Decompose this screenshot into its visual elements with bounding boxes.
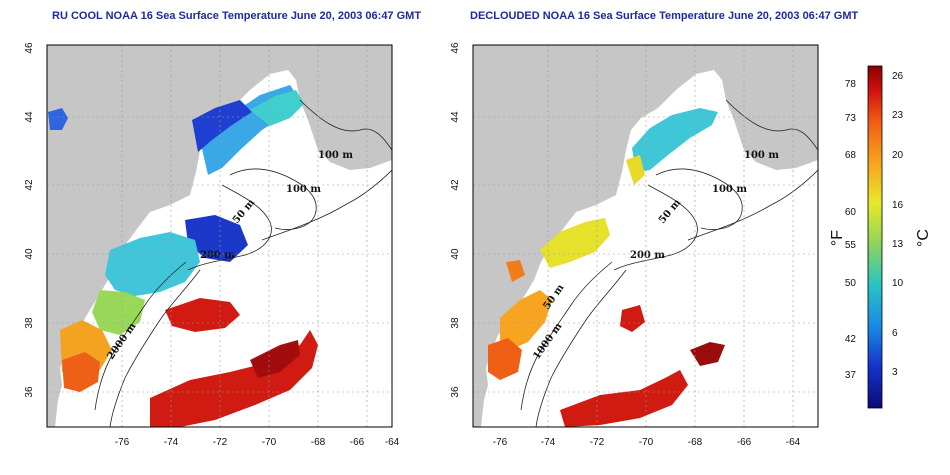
fahrenheit-tick: 55 xyxy=(845,240,857,251)
right-sst-hatteras-orange xyxy=(506,260,525,282)
right-lon-tick: -68 xyxy=(688,437,703,448)
fahrenheit-tick: 50 xyxy=(845,278,857,289)
left-contour-label-100m-b: 100 m xyxy=(286,184,321,195)
left-map-frame xyxy=(46,44,393,428)
celsius-tick: 10 xyxy=(892,278,904,289)
right-sst-gulfstream-core xyxy=(690,342,725,366)
fahrenheit-tick: 37 xyxy=(845,370,857,381)
left-lon-tick: -76 xyxy=(115,437,130,448)
left-sst-hatteras-warm xyxy=(62,352,100,392)
right-sst-hatteras xyxy=(488,338,522,380)
right-y-axis: 46 44 42 40 38 36 xyxy=(450,42,461,398)
right-map-panel: 100 m 100 m 50 m 200 m 50 m 1000 m -76 -… xyxy=(450,42,819,448)
left-lat-tick: 44 xyxy=(24,111,35,123)
fahrenheit-tick: 68 xyxy=(845,150,857,161)
left-y-axis: 46 44 42 40 38 36 xyxy=(24,42,35,398)
left-contour-label-200m: 200 m xyxy=(200,250,235,261)
left-sst-gulfstream-core xyxy=(250,340,300,378)
right-lon-tick: -70 xyxy=(639,437,654,448)
celsius-tick: 3 xyxy=(892,367,898,378)
right-lon-tick: -74 xyxy=(541,437,556,448)
left-sst-gom-cold xyxy=(192,100,252,152)
left-sst-shelf-green xyxy=(92,290,145,335)
fahrenheit-tick: 78 xyxy=(845,79,857,90)
right-contour-label-100m-a: 100 m xyxy=(744,150,779,161)
right-x-axis: -76 -74 -72 -70 -68 -66 -64 xyxy=(493,437,801,448)
celsius-tick: 6 xyxy=(892,328,898,339)
fahrenheit-ticks: 78 73 68 60 55 50 42 37 xyxy=(845,79,857,381)
left-map-panel: 100 m 100 m 50 m 200 m 2000 m -76 -74 -7… xyxy=(24,42,400,448)
right-lat-tick: 40 xyxy=(450,248,461,260)
left-sst-gulfstream-2 xyxy=(150,330,318,427)
celsius-tick: 20 xyxy=(892,150,904,161)
fahrenheit-unit-label: °F xyxy=(829,230,846,246)
left-lat-tick: 42 xyxy=(24,179,35,191)
right-nova-scotia xyxy=(726,58,818,118)
left-land-mass xyxy=(47,45,392,427)
left-contour-label-100m-a: 100 m xyxy=(318,150,353,161)
right-map-frame xyxy=(472,44,819,428)
left-lon-tick: -68 xyxy=(311,437,326,448)
left-sst-cold-shelf xyxy=(185,215,248,262)
right-lon-tick: -72 xyxy=(590,437,605,448)
right-sst-coast-yellow xyxy=(626,155,645,185)
celsius-tick: 16 xyxy=(892,200,904,211)
right-grid xyxy=(473,45,818,427)
celsius-tick: 23 xyxy=(892,110,904,121)
right-sst-gulfstream-1 xyxy=(620,305,645,332)
right-lat-tick: 42 xyxy=(450,179,461,191)
fahrenheit-tick: 73 xyxy=(845,113,857,124)
left-lat-tick: 40 xyxy=(24,248,35,260)
left-lat-tick: 38 xyxy=(24,317,35,329)
fahrenheit-tick: 60 xyxy=(845,207,857,218)
left-lon-tick: -72 xyxy=(213,437,228,448)
colorbar-gradient xyxy=(867,65,883,409)
right-sst-shelf-yellow xyxy=(540,218,610,268)
left-sst-patch-blue xyxy=(48,108,68,130)
right-contour-label-200m: 200 m xyxy=(630,250,665,261)
left-lon-tick: -70 xyxy=(262,437,277,448)
right-lon-tick: -64 xyxy=(786,437,801,448)
right-lat-tick: 36 xyxy=(450,386,461,398)
celsius-unit-label: °C xyxy=(915,229,932,247)
fahrenheit-tick: 42 xyxy=(845,334,857,345)
left-x-axis: -76 -74 -72 -70 -68 -66 -64 xyxy=(115,437,400,448)
right-lat-tick: 46 xyxy=(450,42,461,54)
right-land-mass xyxy=(473,45,818,427)
left-lat-tick: 46 xyxy=(24,42,35,54)
celsius-tick: 26 xyxy=(892,71,904,82)
celsius-ticks: 26 23 20 16 13 10 6 3 xyxy=(892,71,904,378)
right-lon-tick: -76 xyxy=(493,437,508,448)
left-lon-tick: -74 xyxy=(164,437,179,448)
left-bathymetry-contours xyxy=(94,99,392,427)
left-nova-scotia xyxy=(300,58,392,118)
right-sst-gulfstream-2 xyxy=(560,370,688,427)
left-lon-tick: -66 xyxy=(350,437,365,448)
left-grid xyxy=(47,45,392,427)
right-sst-gulf-of-maine xyxy=(632,108,718,172)
right-contour-label-100m-b: 100 m xyxy=(712,184,747,195)
right-bathymetry-contours xyxy=(520,99,818,427)
left-sst-shelf-cyan xyxy=(105,232,200,296)
celsius-tick: 13 xyxy=(892,239,904,250)
left-lat-tick: 36 xyxy=(24,386,35,398)
right-sst-shelf-orange xyxy=(500,290,552,350)
right-lat-tick: 44 xyxy=(450,111,461,123)
left-panel-title: RU COOL NOAA 16 Sea Surface Temperature … xyxy=(52,10,422,22)
left-lon-tick: -64 xyxy=(385,437,400,448)
right-lon-tick: -66 xyxy=(737,437,752,448)
colorbar: 78 73 68 60 55 50 42 37 26 23 20 16 13 1… xyxy=(829,65,932,409)
left-sst-gulfstream-1 xyxy=(165,298,240,332)
right-panel-title: DECLOUDED NOAA 16 Sea Surface Temperatur… xyxy=(470,10,859,22)
right-lat-tick: 38 xyxy=(450,317,461,329)
